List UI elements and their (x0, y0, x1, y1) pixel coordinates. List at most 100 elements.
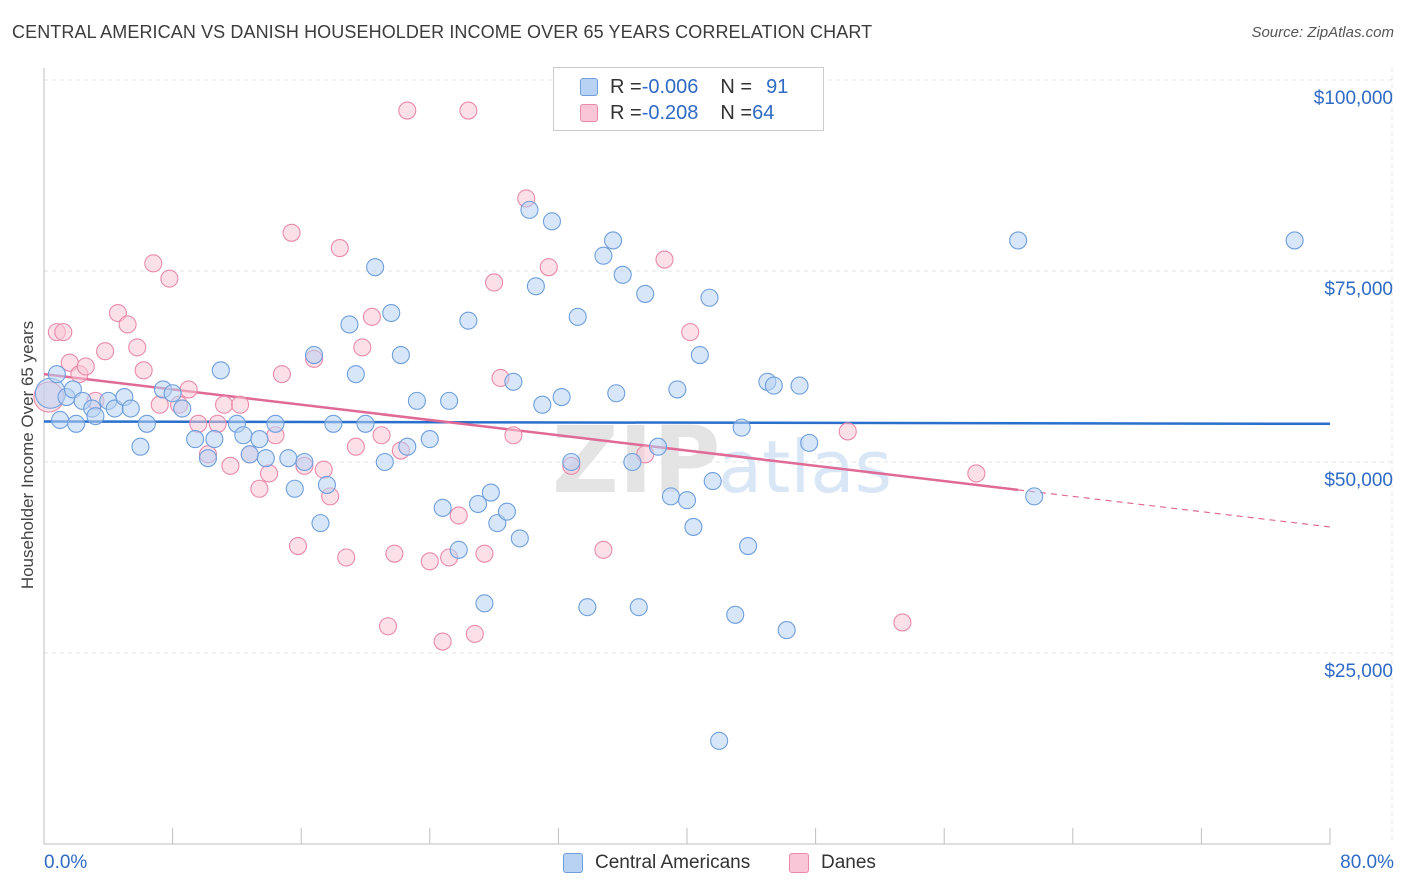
danes-point (231, 395, 250, 414)
central-american-point (137, 414, 156, 433)
central-american-point (1285, 231, 1304, 250)
danes-point (134, 361, 153, 380)
legend-n-value: 64 (752, 101, 775, 124)
central-american-point (131, 437, 150, 456)
danes-point (96, 342, 115, 361)
legend-swatch-blue (580, 78, 598, 96)
central-american-point (234, 426, 253, 445)
y-tick-label: $100,000 (1314, 88, 1393, 109)
central-american-point (266, 414, 285, 433)
central-american-point (623, 452, 642, 472)
legend-r-value: -0.006 (641, 75, 699, 98)
central-american-point (391, 345, 410, 365)
central-american-point (186, 430, 205, 449)
central-american-point (578, 598, 597, 617)
series-legend-central-americans[interactable]: Central Americans (563, 852, 750, 874)
central-american-point (256, 449, 275, 468)
central-american-point (305, 345, 324, 365)
danes-point (655, 250, 674, 269)
legend-r-label: R = (610, 75, 642, 98)
central-american-point (504, 372, 523, 391)
central-american-point (240, 445, 259, 464)
central-american-point (340, 315, 359, 334)
y-tick-label: $50,000 (1324, 470, 1393, 491)
central-american-point (690, 345, 709, 365)
central-american-point (250, 430, 269, 449)
danes-point (465, 624, 484, 643)
central-american-point (777, 621, 796, 640)
central-american-point (366, 258, 385, 277)
y-tick-label: $25,000 (1324, 661, 1393, 682)
central-american-point (710, 731, 729, 750)
series-swatch-blue (563, 853, 583, 873)
danes-point (485, 273, 504, 292)
central-american-point (317, 475, 336, 494)
central-american-point (1025, 487, 1044, 506)
danes-point (76, 357, 95, 376)
series-label: Central Americans (595, 852, 751, 873)
source-credit: Source: ZipAtlas.com (1251, 24, 1394, 41)
danes-point (272, 365, 291, 384)
central-american-point (198, 449, 218, 468)
central-american-point (520, 200, 539, 219)
central-american-point (398, 437, 417, 456)
central-american-point (440, 391, 459, 410)
danes-point (362, 307, 381, 326)
danes-point (420, 552, 439, 571)
central-american-point (407, 391, 426, 410)
central-american-point (613, 265, 632, 284)
legend-swatch-pink (580, 104, 598, 122)
central-american-point (700, 288, 719, 307)
central-american-point (382, 303, 401, 323)
central-american-point (285, 479, 304, 498)
danes-point (475, 544, 494, 563)
danes-point (282, 223, 301, 242)
central-americans-points (34, 200, 1304, 750)
central-american-point (47, 365, 66, 384)
danes-point (893, 613, 912, 632)
danes-point (372, 426, 391, 445)
series-label: Danes (821, 852, 876, 873)
danes-point (378, 617, 398, 636)
central-american-point (279, 449, 298, 468)
central-american-point (121, 399, 140, 418)
central-american-point (420, 430, 439, 449)
correlation-legend: R = -0.006 N = 91 R = -0.208 N = 64 (553, 67, 824, 131)
central-american-point (356, 414, 375, 433)
legend-n-label: N = (720, 75, 753, 98)
danes-point (449, 506, 468, 525)
central-american-point (205, 430, 224, 449)
danes-point (128, 338, 147, 357)
central-american-point (542, 212, 562, 231)
danes-point (681, 323, 700, 342)
danes-point (118, 315, 137, 334)
central-american-point (67, 414, 86, 433)
central-american-point (295, 452, 314, 472)
y-tick-label: $75,000 (1324, 279, 1393, 300)
central-american-point (346, 365, 365, 384)
danes-point (353, 338, 372, 357)
central-american-point (449, 540, 468, 559)
central-american-point (562, 452, 581, 472)
central-american-point (668, 380, 687, 399)
central-american-point (677, 491, 697, 510)
central-american-point (790, 376, 809, 395)
series-legend-danes[interactable]: Danes (789, 852, 876, 874)
central-american-point (764, 376, 783, 395)
legend-row-central-americans: R = -0.006 N = 91 (580, 74, 788, 100)
danes-point (594, 540, 613, 559)
legend-n-label: N = (720, 101, 753, 124)
central-american-point (433, 498, 452, 517)
danes-point (967, 464, 986, 483)
legend-n-value: 91 (766, 75, 789, 98)
danes-point (398, 101, 417, 120)
danes-point (214, 395, 234, 414)
central-american-point (163, 384, 182, 403)
central-american-point (607, 384, 626, 403)
central-american-point (375, 452, 394, 472)
series-swatch-pink (789, 853, 809, 873)
central-american-point (800, 433, 819, 452)
danes-point (179, 380, 198, 399)
central-american-point (629, 598, 648, 617)
